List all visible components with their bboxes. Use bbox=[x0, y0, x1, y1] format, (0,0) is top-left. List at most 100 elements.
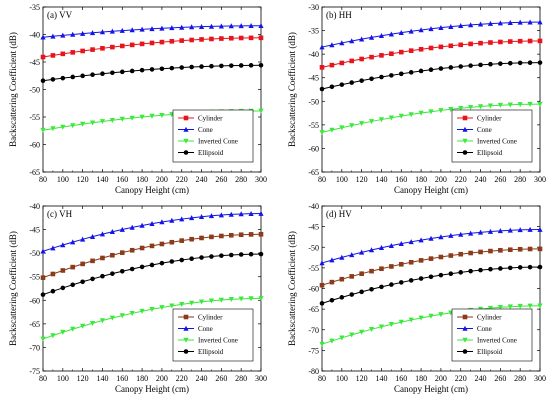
data-point bbox=[379, 284, 384, 290]
x-tick-label: 260 bbox=[215, 175, 227, 184]
legend-marker bbox=[462, 150, 468, 155]
y-tick-label: -60 bbox=[308, 144, 319, 153]
data-point bbox=[349, 38, 355, 44]
data-point bbox=[478, 62, 483, 68]
y-tick-label: -60 bbox=[29, 296, 40, 305]
data-point bbox=[388, 242, 394, 248]
data-point bbox=[379, 53, 384, 58]
y-tick-label: -55 bbox=[29, 273, 40, 282]
legend-marker bbox=[462, 314, 468, 320]
series-cone bbox=[319, 226, 543, 266]
data-point bbox=[497, 102, 503, 108]
y-tick-label: -75 bbox=[29, 367, 40, 376]
data-point bbox=[40, 78, 46, 83]
data-point bbox=[428, 235, 434, 241]
data-point bbox=[448, 253, 454, 258]
data-point bbox=[517, 38, 523, 44]
data-point bbox=[349, 123, 355, 129]
data-point bbox=[369, 76, 374, 82]
series-ellipsoid bbox=[40, 251, 264, 297]
data-point bbox=[159, 260, 165, 266]
data-point bbox=[149, 262, 155, 268]
data-point bbox=[339, 125, 345, 131]
series-inverted-cone bbox=[40, 296, 264, 342]
y-tick-label: -70 bbox=[29, 343, 40, 352]
data-point bbox=[359, 329, 365, 335]
data-point bbox=[238, 211, 244, 217]
data-point bbox=[179, 38, 185, 43]
data-point bbox=[319, 341, 325, 347]
legend-marker bbox=[183, 126, 189, 132]
data-point bbox=[368, 34, 375, 40]
data-point bbox=[179, 216, 185, 222]
data-point bbox=[448, 65, 454, 70]
data-point bbox=[418, 237, 424, 243]
data-point bbox=[537, 101, 543, 107]
data-point bbox=[408, 112, 414, 118]
data-point bbox=[218, 23, 224, 29]
chart-panel: 80 100 120 140 160 180 200 220 240 260 280 300 -80 -7… bbox=[287, 202, 546, 394]
data-point bbox=[258, 23, 264, 28]
data-point bbox=[40, 336, 46, 342]
x-tick-label: 160 bbox=[116, 374, 128, 383]
data-point bbox=[109, 315, 115, 321]
data-point bbox=[319, 65, 325, 70]
data-point bbox=[119, 116, 125, 122]
data-point bbox=[248, 232, 254, 237]
data-point bbox=[219, 36, 224, 41]
data-point bbox=[329, 279, 335, 285]
data-point bbox=[319, 44, 325, 50]
data-point bbox=[527, 264, 533, 270]
panel-title: (d) HV bbox=[326, 209, 352, 219]
data-point bbox=[527, 303, 533, 309]
data-point bbox=[129, 27, 135, 33]
legend-label: Cylinder bbox=[477, 314, 502, 322]
data-point bbox=[398, 71, 404, 77]
data-point bbox=[60, 268, 66, 273]
x-tick-label: 80 bbox=[318, 175, 326, 184]
data-point bbox=[99, 119, 106, 125]
data-point bbox=[468, 63, 473, 68]
legend-marker bbox=[462, 115, 468, 121]
data-point bbox=[527, 246, 533, 252]
x-axis-label: Canopy Height (cm) bbox=[115, 384, 189, 394]
data-point bbox=[468, 105, 474, 111]
data-point bbox=[468, 268, 473, 274]
data-point bbox=[517, 102, 523, 108]
data-point bbox=[319, 282, 325, 288]
data-point bbox=[159, 241, 165, 247]
x-tick-label: 260 bbox=[494, 374, 506, 383]
data-point bbox=[199, 235, 204, 241]
panel-title: (c) VH bbox=[47, 209, 73, 219]
data-point bbox=[40, 292, 46, 297]
data-point bbox=[488, 40, 493, 45]
data-point bbox=[428, 256, 434, 261]
data-point bbox=[468, 22, 474, 28]
y-tick-label: -30 bbox=[308, 3, 319, 12]
data-point bbox=[129, 115, 135, 121]
data-point bbox=[428, 45, 434, 51]
y-axis-label: Backscattering Coefficient (dB) bbox=[287, 231, 297, 346]
y-tick-label: -45 bbox=[29, 226, 40, 235]
data-point bbox=[498, 266, 503, 271]
data-point bbox=[60, 242, 66, 248]
data-point bbox=[80, 121, 86, 127]
legend-label: Ellipsoid bbox=[477, 348, 503, 356]
data-point bbox=[258, 108, 264, 114]
data-point bbox=[398, 319, 404, 325]
data-point bbox=[248, 35, 254, 41]
x-tick-label: 220 bbox=[176, 175, 188, 184]
x-tick-label: 220 bbox=[176, 374, 188, 383]
data-point bbox=[517, 303, 523, 309]
data-point bbox=[428, 313, 434, 319]
data-point bbox=[50, 53, 56, 58]
data-point bbox=[408, 259, 414, 265]
legend-label: Cylinder bbox=[198, 115, 223, 123]
x-tick-label: 260 bbox=[494, 175, 506, 184]
data-point bbox=[179, 65, 185, 70]
data-point bbox=[507, 227, 513, 233]
data-point bbox=[228, 23, 234, 29]
x-tick-label: 120 bbox=[356, 374, 368, 383]
series-cylinder bbox=[319, 38, 543, 70]
data-point bbox=[537, 264, 543, 270]
